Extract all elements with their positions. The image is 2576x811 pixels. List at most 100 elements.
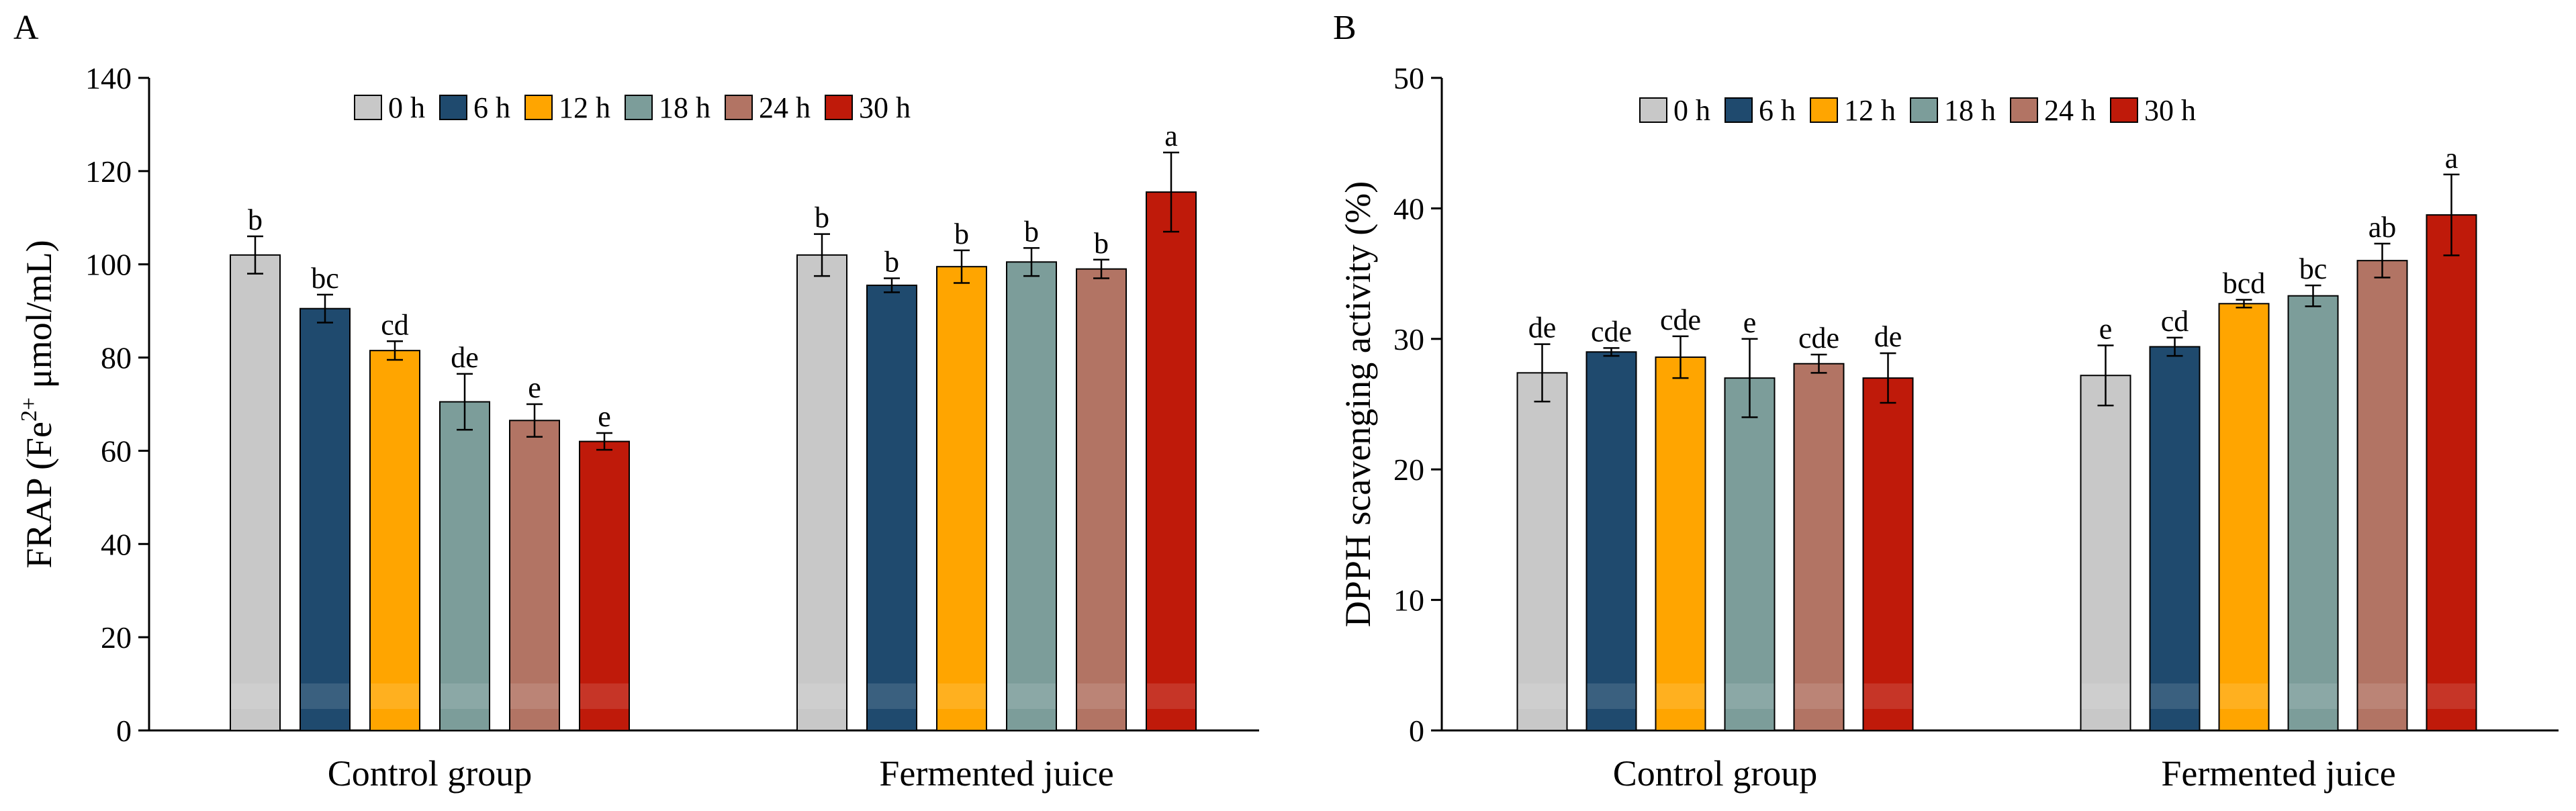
legend-swatch [625,95,653,120]
bar [579,440,630,731]
y-tick-label: 80 [101,341,132,375]
bar-base-band [580,683,629,709]
bar-base-band [231,683,279,709]
legend-label: 12 h [1844,94,1896,127]
significance-label: cde [1660,303,1701,336]
significance-label: bc [2299,252,2328,285]
bar [1076,268,1127,731]
y-tick-label: 20 [101,620,132,655]
significance-label: cd [381,308,409,341]
significance-label: cd [2161,305,2189,338]
bar-base-band [868,683,916,709]
significance-label: e [528,371,541,404]
y-tick-label: 40 [101,527,132,561]
bar [439,401,490,731]
legend-label: 18 h [659,91,710,124]
legend-swatch [439,95,467,120]
bar [2356,260,2408,732]
significance-label: de [1874,320,1902,353]
legend-label: 12 h [559,91,610,124]
significance-label: a [2445,142,2458,175]
bar [2218,303,2270,731]
bar-base-band [1864,683,1913,709]
y-tick-label: 20 [1393,452,1424,487]
legend-swatch [524,95,553,120]
significance-label: b [1024,215,1039,248]
significance-label: cde [1798,322,1839,354]
y-tick-label: 30 [1393,322,1424,356]
bar [1655,356,1706,731]
significance-label: de [1528,312,1557,344]
legend-swatch [725,95,753,120]
legend-label: 30 h [859,91,911,124]
bar-base-band [1656,683,1705,709]
bar-base-band [1147,683,1195,709]
y-tick-label: 10 [1393,583,1424,618]
legend-label: 6 h [473,91,510,124]
bar [509,420,560,731]
bar [2149,346,2201,731]
bar-base-band [2427,683,2476,709]
bar-base-band [371,683,419,709]
panel-a-chart: A 0 20 40 60 80 100 120 140 FRAP (Fe2+ μmol/mL) b b… [13,9,1259,794]
legend-swatch [2010,97,2038,123]
legend-swatch [1910,97,1938,123]
bar [796,254,847,732]
significance-label: b [1094,227,1109,260]
bar [936,266,987,731]
y-tick-label: 50 [1393,61,1424,95]
bar-base-band [2150,683,2199,709]
bar-base-band [1794,683,1843,709]
panel-letter: A [13,9,39,47]
significance-label: b [815,201,829,234]
bar-base-band [798,683,846,709]
bar [1793,363,1845,731]
significance-label: e [598,400,611,433]
y-tick-label: 60 [101,434,132,468]
y-axis-title: DPPH scavenging activity (%) [1338,181,1378,627]
bar [1146,191,1197,732]
legend-label: 6 h [1759,94,1796,127]
significance-label: e [2099,313,2113,346]
y-tick-label: 40 [1393,191,1424,226]
bar-base-band [1587,683,1636,709]
y-tick-label: 0 [116,714,132,748]
x-category-label: Fermented juice [2161,753,2395,794]
y-tick-label: 140 [85,61,132,95]
legend-swatch [1810,97,1838,123]
legend-label: 30 h [2144,94,2196,127]
y-tick-label: 0 [1409,714,1424,748]
bar-base-band [441,683,489,709]
bar [1862,377,1914,731]
significance-label: b [884,246,899,279]
significance-label: cde [1591,315,1632,348]
bar-base-band [1518,683,1567,709]
bar [1585,351,1637,731]
legend-swatch [354,95,382,120]
significance-label: de [451,341,479,374]
bar-base-band [1007,683,1056,709]
bar [2426,214,2477,731]
bar [1516,372,1568,731]
legend-label: 24 h [759,91,811,124]
bar [2080,375,2131,731]
bar-base-band [301,683,349,709]
significance-label: b [248,203,263,236]
significance-label: bc [311,262,339,295]
bar-base-band [937,683,986,709]
legend-swatch [2110,97,2138,123]
legend-label: 24 h [2044,94,2096,127]
legend-swatch [825,95,853,120]
bar [1724,377,1776,731]
bar [866,284,917,731]
bar-base-band [1725,683,1774,709]
bar-base-band [2081,683,2130,709]
bar-base-band [2289,683,2338,709]
significance-label: bcd [2223,267,2266,299]
legend-label: 0 h [1673,94,1710,127]
panel-letter: B [1333,9,1356,47]
legend-swatch [1639,97,1667,123]
bar [369,350,420,731]
legend-label: 18 h [1944,94,1996,127]
